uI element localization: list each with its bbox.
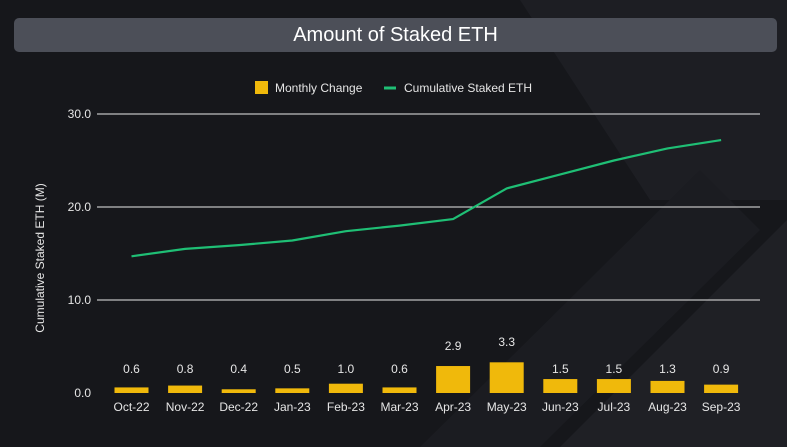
bar-data-label: 2.9 xyxy=(445,339,462,353)
bar-data-label: 0.5 xyxy=(284,362,301,376)
bar-data-label: 0.9 xyxy=(713,362,730,376)
x-tick-label: Dec-22 xyxy=(219,400,258,414)
bar xyxy=(328,383,363,393)
bar xyxy=(436,366,471,393)
bar-data-label: 1.3 xyxy=(659,362,676,376)
legend-label-cumulative-staked-eth: Cumulative Staked ETH xyxy=(404,81,532,95)
y-tick-label: 10.0 xyxy=(68,293,92,307)
x-tick-label: Sep-23 xyxy=(702,400,741,414)
bar-data-labels: 0.6 0.8 0.4 0.5 1.0 0.6 2.9 3.3 1.5 1.5 1.3 0.9 xyxy=(123,335,730,376)
x-tick-label: Apr-23 xyxy=(435,400,471,414)
x-tick-labels: Oct-22 Nov-22 Dec-22 Jan-23 Feb-23 Mar-23 Apr-… xyxy=(113,400,740,414)
x-tick-label: Nov-22 xyxy=(166,400,205,414)
y-tick-label: 20.0 xyxy=(68,200,92,214)
x-tick-label: Oct-22 xyxy=(113,400,149,414)
bar-data-label: 1.5 xyxy=(606,362,623,376)
bar-data-label: 0.6 xyxy=(391,362,408,376)
legend-swatch-monthly-change xyxy=(255,81,268,94)
y-tick-label: 30.0 xyxy=(68,107,92,121)
bar xyxy=(489,362,524,393)
gridlines xyxy=(97,113,760,301)
chart-title: Amount of Staked ETH xyxy=(14,18,777,52)
bars xyxy=(114,362,739,393)
bar xyxy=(704,384,739,393)
bar-data-label: 1.0 xyxy=(338,362,355,376)
bar xyxy=(382,387,417,393)
x-tick-label: Mar-23 xyxy=(380,400,418,414)
x-tick-label: Jul-23 xyxy=(598,400,631,414)
cumulative-line xyxy=(131,138,722,258)
bar-data-label: 0.6 xyxy=(123,362,140,376)
bar-data-label: 0.4 xyxy=(230,362,247,376)
x-tick-label: Jun-23 xyxy=(542,400,579,414)
bar-data-label: 3.3 xyxy=(498,335,515,349)
cumulative-series-line xyxy=(131,138,722,258)
y-axis-title: Cumulative Staked ETH (M) xyxy=(33,183,47,332)
bar xyxy=(275,388,310,393)
legend: Monthly Change Cumulative Staked ETH xyxy=(255,81,532,95)
bar xyxy=(543,379,578,393)
bar-data-label: 1.5 xyxy=(552,362,569,376)
legend-label-monthly-change: Monthly Change xyxy=(275,81,363,95)
bar xyxy=(168,385,203,393)
bar xyxy=(221,389,256,393)
bar-data-label: 0.8 xyxy=(177,362,194,376)
bar xyxy=(650,380,685,393)
x-tick-label: May-23 xyxy=(487,400,527,414)
bar xyxy=(596,379,631,393)
x-tick-label: Aug-23 xyxy=(648,400,687,414)
bar xyxy=(114,387,149,393)
y-tick-label: 0.0 xyxy=(74,386,91,400)
x-tick-label: Feb-23 xyxy=(327,400,365,414)
y-tick-labels: 0.0 10.0 20.0 30.0 xyxy=(68,107,92,400)
x-tick-label: Jan-23 xyxy=(274,400,311,414)
